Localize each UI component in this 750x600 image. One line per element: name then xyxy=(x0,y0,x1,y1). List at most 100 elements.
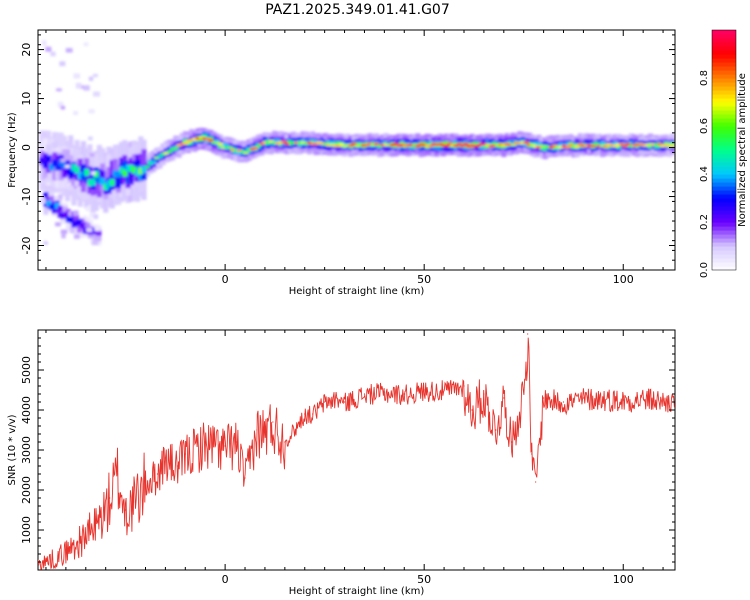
colorbar-tick-label: 0.4 xyxy=(699,166,710,182)
spectrogram-cell xyxy=(644,143,650,147)
spectrogram-cell xyxy=(326,143,332,147)
colorbar-segment xyxy=(712,170,736,175)
spectrogram-cell xyxy=(99,170,106,186)
spectrogram-cell xyxy=(558,145,564,149)
spectrogram-cell xyxy=(510,140,517,146)
spectrogram-cell xyxy=(39,152,45,180)
spectrogram-cell xyxy=(170,147,176,151)
spectrogram-cell xyxy=(600,144,606,148)
spectrogram-cell xyxy=(78,85,86,89)
spectrogram-cell xyxy=(561,144,568,148)
spectrogram-cell xyxy=(233,149,239,152)
spectrogram-cell xyxy=(463,142,469,146)
bottom-y-tick-label: 2000 xyxy=(20,476,33,504)
spectrogram-cell xyxy=(71,221,77,228)
spectrogram-cell xyxy=(68,217,74,224)
spectrogram-cell xyxy=(491,144,497,147)
colorbar-segment xyxy=(712,162,736,167)
spectrogram-cell xyxy=(236,149,243,155)
spectrogram-cell xyxy=(373,142,380,146)
spectrogram-cell xyxy=(61,233,66,239)
spectrogram-cell xyxy=(539,144,545,148)
spectrogram-cell xyxy=(424,144,431,148)
spectrogram-cell xyxy=(300,141,306,144)
spectrogram-cell xyxy=(291,141,297,145)
snr-point xyxy=(176,465,178,467)
spectrogram-cell xyxy=(89,212,96,218)
spectrogram-cell xyxy=(236,149,243,152)
snr-point xyxy=(483,393,485,395)
spectrogram-cell xyxy=(615,143,622,149)
spectrogram-cell xyxy=(157,155,163,158)
spectrogram-cell xyxy=(310,142,316,146)
colorbar-segment xyxy=(712,78,736,83)
spectrogram-cell xyxy=(357,143,364,146)
snr-point xyxy=(132,501,135,503)
spectrogram-cell xyxy=(663,143,669,147)
spectrogram-cell xyxy=(666,144,673,147)
colorbar-segment xyxy=(712,238,736,243)
colorbar-segment xyxy=(712,262,736,267)
spectrogram-cell xyxy=(58,159,64,166)
spectrogram-cell xyxy=(660,141,666,148)
spectrogram-cell xyxy=(90,178,96,186)
spectrogram-cell xyxy=(94,225,101,232)
bottom-y-tick-label: 1000 xyxy=(20,516,33,544)
colorbar-segment xyxy=(712,242,736,247)
chart-title: PAZ1.2025.349.01.41.G07 xyxy=(265,2,450,18)
spectrogram-cell xyxy=(58,194,63,200)
spectrogram-cell xyxy=(545,145,552,149)
snr-point xyxy=(531,453,533,455)
bottom-x-tick-label: 0 xyxy=(222,573,229,586)
spectrogram-cell xyxy=(60,105,66,110)
colorbar-segment xyxy=(712,158,736,163)
spectrogram-cell xyxy=(443,144,450,147)
spectrogram-cell xyxy=(351,142,357,146)
snr-point xyxy=(503,397,505,399)
colorbar-segment xyxy=(712,30,736,35)
spectrogram-cell xyxy=(612,144,618,148)
colorbar-segment xyxy=(712,94,736,99)
top-x-axis-label: Height of straight line (km) xyxy=(289,286,425,297)
spectrogram-cell xyxy=(68,185,74,189)
spectrogram-cell xyxy=(507,143,513,146)
spectrogram-cell xyxy=(380,143,386,147)
colorbar-segment xyxy=(712,62,736,67)
spectrogram-cell xyxy=(49,196,55,208)
spectrogram-cell xyxy=(176,144,182,147)
spectrogram-cell xyxy=(64,164,70,169)
spectrogram-cell xyxy=(65,216,71,223)
snr-panel: 1000 2000 3000 4000 5000 0 50 100 Height of stra… xyxy=(7,329,676,597)
snr-line xyxy=(38,337,675,570)
spectrogram-cell xyxy=(112,170,118,178)
colorbar-segment xyxy=(712,174,736,179)
snr-point xyxy=(244,477,246,479)
top-y-tick-label: -20 xyxy=(20,237,33,255)
spectrogram-cell xyxy=(361,144,367,147)
snr-point xyxy=(495,429,497,431)
spectrogram-cell xyxy=(479,143,485,150)
spectrogram-cell xyxy=(230,148,236,152)
spectrogram-cell xyxy=(367,142,373,146)
snr-point xyxy=(582,397,585,399)
spectrogram-cell xyxy=(619,142,625,146)
spectrogram-cell xyxy=(275,138,281,145)
spectrogram-cell xyxy=(329,140,335,147)
spectrogram-cell xyxy=(303,142,310,146)
spectrogram-cell xyxy=(46,200,52,207)
spectrogram-cell xyxy=(281,140,287,147)
spectrogram-cell xyxy=(91,240,99,246)
spectrogram-cell xyxy=(393,142,399,149)
spectrogram-cell xyxy=(43,192,49,204)
spectrogram-cell xyxy=(389,143,396,147)
colorbar-segment xyxy=(712,198,736,203)
spectrogram-cell xyxy=(354,144,360,148)
spectrogram-cell xyxy=(415,144,421,148)
spectrogram-cell xyxy=(43,200,49,207)
spectrogram-cell xyxy=(88,109,95,114)
colorbar-segment xyxy=(712,58,736,63)
colorbar-segment xyxy=(712,218,736,223)
spectrogram-cell xyxy=(271,141,278,145)
spectrogram-cell xyxy=(115,173,122,189)
